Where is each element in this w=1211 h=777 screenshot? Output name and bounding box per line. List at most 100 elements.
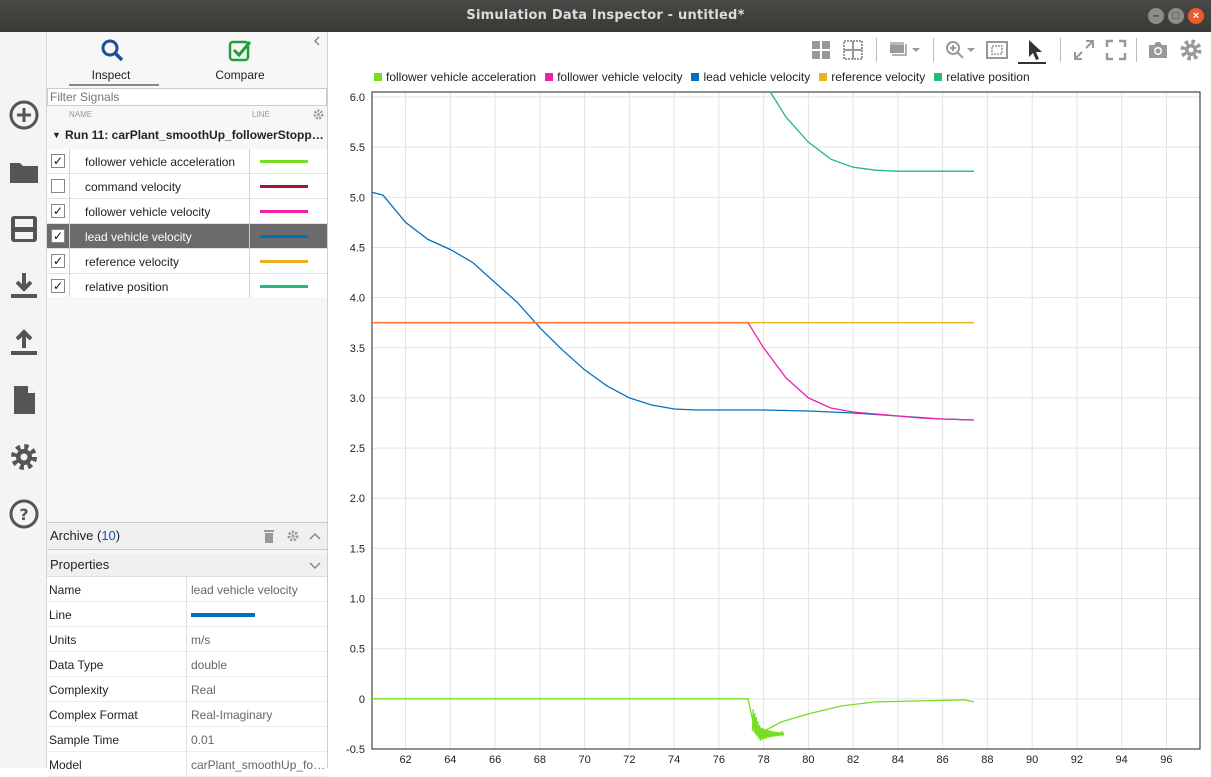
property-key: Sample Time xyxy=(49,733,120,747)
toolbar-separator xyxy=(876,38,877,62)
signal-checkbox[interactable]: ✓ xyxy=(51,154,65,168)
layout-grid-icon[interactable] xyxy=(809,38,833,62)
property-value[interactable]: Real-Imaginary xyxy=(191,708,273,722)
x-tick-label: 78 xyxy=(757,754,769,766)
x-tick-label: 68 xyxy=(534,754,546,766)
signal-checkbox[interactable] xyxy=(51,179,65,193)
signal-row[interactable]: ✓ lead vehicle velocity xyxy=(47,224,327,249)
fit-to-view-icon[interactable] xyxy=(985,38,1009,62)
signal-checkbox[interactable]: ✓ xyxy=(51,254,65,268)
archive-collapse-chevron-icon[interactable] xyxy=(309,531,321,541)
view-selector-dropdown-icon[interactable] xyxy=(888,38,924,62)
column-divider xyxy=(249,199,250,224)
subplot-layout-icon[interactable] xyxy=(841,38,865,62)
property-value[interactable]: carPlant_smoothUp_fo… xyxy=(191,758,325,772)
left-toolbar: ? xyxy=(0,32,47,768)
tab-compare-label: Compare xyxy=(215,68,265,82)
export-icon[interactable] xyxy=(8,327,40,359)
zoom-in-dropdown-icon[interactable] xyxy=(943,38,979,62)
tab-inspect[interactable]: Inspect xyxy=(61,32,161,88)
signal-line-swatch[interactable] xyxy=(260,235,308,238)
y-tick-label: -0.5 xyxy=(346,744,365,756)
properties-section-header[interactable]: Properties xyxy=(47,553,327,577)
snapshot-camera-icon[interactable] xyxy=(1146,38,1170,62)
column-divider xyxy=(249,149,250,174)
property-value[interactable]: 0.01 xyxy=(191,733,215,747)
legend-label: follower vehicle acceleration xyxy=(386,70,537,84)
fullscreen-icon[interactable] xyxy=(1104,38,1128,62)
report-document-icon[interactable] xyxy=(8,384,40,416)
column-settings-gear-icon[interactable] xyxy=(313,109,324,120)
filter-signals-input[interactable] xyxy=(47,88,327,106)
expand-icon[interactable] xyxy=(1072,38,1096,62)
archive-section-header[interactable]: Archive (10) xyxy=(47,522,327,550)
cursor-select-icon[interactable] xyxy=(1022,38,1046,62)
tab-inspect-label: Inspect xyxy=(91,68,131,82)
archive-count[interactable]: 10 xyxy=(101,528,116,543)
plot-frame xyxy=(371,91,1201,750)
chart-legend: follower vehicle acceleration follower ve… xyxy=(374,70,1039,86)
compare-check-icon xyxy=(228,40,252,62)
settings-gear-icon[interactable] xyxy=(8,441,40,473)
y-tick-label: 4.0 xyxy=(350,293,365,305)
column-divider xyxy=(186,577,187,602)
property-value[interactable]: double xyxy=(191,658,228,672)
new-session-icon[interactable] xyxy=(8,99,40,131)
close-button[interactable]: × xyxy=(1188,8,1204,24)
legend-entry: follower vehicle acceleration xyxy=(374,70,536,84)
y-tick-label: 1.0 xyxy=(350,594,365,606)
run-expand-caret-icon[interactable]: ▼ xyxy=(52,130,61,140)
signal-line-swatch[interactable] xyxy=(260,160,308,163)
legend-label: follower vehicle velocity xyxy=(557,70,683,84)
x-tick-label: 82 xyxy=(847,754,859,766)
legend-entry: relative position xyxy=(934,70,1030,84)
property-line-swatch[interactable] xyxy=(191,613,255,617)
legend-entry: lead vehicle velocity xyxy=(691,70,810,84)
help-icon[interactable]: ? xyxy=(8,498,40,530)
signal-checkbox[interactable]: ✓ xyxy=(51,279,65,293)
property-row: Data Type double xyxy=(47,652,327,677)
properties-expand-chevron-icon[interactable] xyxy=(309,561,321,571)
signal-line-swatch[interactable] xyxy=(260,260,308,263)
toolbar-separator xyxy=(1060,38,1061,62)
property-value[interactable]: Real xyxy=(191,683,216,697)
signal-row[interactable]: ✓ relative position xyxy=(47,274,327,299)
series-line-follower-vehicle-acceleration xyxy=(372,698,975,735)
y-tick-label: 0 xyxy=(359,694,365,706)
legend-label: relative position xyxy=(946,70,1030,84)
collapse-panel-chevron-icon[interactable] xyxy=(312,36,322,46)
signal-name: follower vehicle velocity xyxy=(85,205,211,219)
open-folder-icon[interactable] xyxy=(8,156,40,188)
archive-label: Archive xyxy=(50,528,94,543)
column-divider xyxy=(69,224,70,249)
y-tick-label: 1.5 xyxy=(350,543,365,555)
property-value[interactable]: m/s xyxy=(191,633,211,647)
signal-line-swatch[interactable] xyxy=(260,285,308,288)
import-icon[interactable] xyxy=(8,270,40,302)
property-value[interactable]: lead vehicle velocity xyxy=(191,583,298,597)
archive-settings-gear-icon[interactable] xyxy=(287,530,299,542)
x-tick-label: 84 xyxy=(892,754,904,766)
y-tick-label: 6.0 xyxy=(350,92,365,104)
maximize-button[interactable]: □ xyxy=(1168,8,1184,24)
property-key: Line xyxy=(49,608,72,622)
signal-plot[interactable]: 62 64 66 68 70 72 74 76 78 80 82 84 86 88 90 92 94 96 -0.5… xyxy=(328,87,1211,768)
tab-compare[interactable]: Compare xyxy=(190,32,290,88)
archive-delete-trash-icon[interactable] xyxy=(263,529,275,543)
signal-name: command velocity xyxy=(85,180,182,194)
signal-checkbox[interactable]: ✓ xyxy=(51,204,65,218)
plot-settings-gear-icon[interactable] xyxy=(1179,38,1203,62)
signal-line-swatch[interactable] xyxy=(260,185,308,188)
run-row[interactable]: ▼ Run 11: carPlant_smoothUp_followerStop… xyxy=(47,124,327,146)
signal-row[interactable]: ✓ follower vehicle acceleration xyxy=(47,149,327,174)
save-icon[interactable] xyxy=(8,213,40,245)
signal-row[interactable]: ✓ follower vehicle velocity xyxy=(47,199,327,224)
x-tick-label: 76 xyxy=(713,754,725,766)
svg-text:?: ? xyxy=(19,505,28,524)
legend-swatch xyxy=(691,73,700,81)
signal-line-swatch[interactable] xyxy=(260,210,308,213)
signal-row[interactable]: command velocity xyxy=(47,174,327,199)
signal-checkbox[interactable]: ✓ xyxy=(51,229,65,243)
signal-row[interactable]: ✓ reference velocity xyxy=(47,249,327,274)
minimize-button[interactable]: – xyxy=(1148,8,1164,24)
